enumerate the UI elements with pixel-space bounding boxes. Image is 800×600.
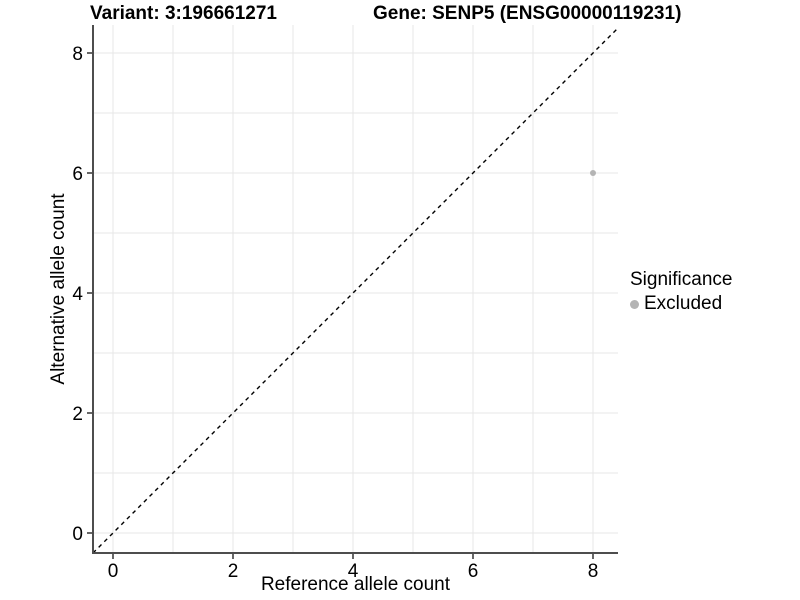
legend-title: Significance [630,269,733,290]
legend: Significance Excluded [630,269,732,315]
x-tick-label: 6 [468,561,479,582]
x-tick-label: 4 [348,561,359,582]
legend-item-label: Excluded [644,293,723,314]
y-tick-label: 8 [72,44,83,65]
y-tick-label: 4 [72,284,83,305]
identity-reference-line [92,27,619,554]
y-axis-label: Alternative allele count [48,193,69,385]
variant-title: Variant: 3:196661271 [90,3,277,24]
data-point [590,170,596,176]
x-tick-label: 8 [588,561,599,582]
y-tick-label: 6 [72,164,83,185]
x-tick-label: 0 [108,561,119,582]
x-axis-label: Reference allele count [260,574,451,595]
legend-point-icon [630,299,639,309]
gene-title: Gene: SENP5 (ENSG00000119231) [373,3,682,24]
legend-item-excluded: Excluded [630,293,732,315]
y-tick-label: 0 [72,524,83,545]
x-tick-label: 2 [228,561,239,582]
y-tick-label: 2 [72,404,83,425]
